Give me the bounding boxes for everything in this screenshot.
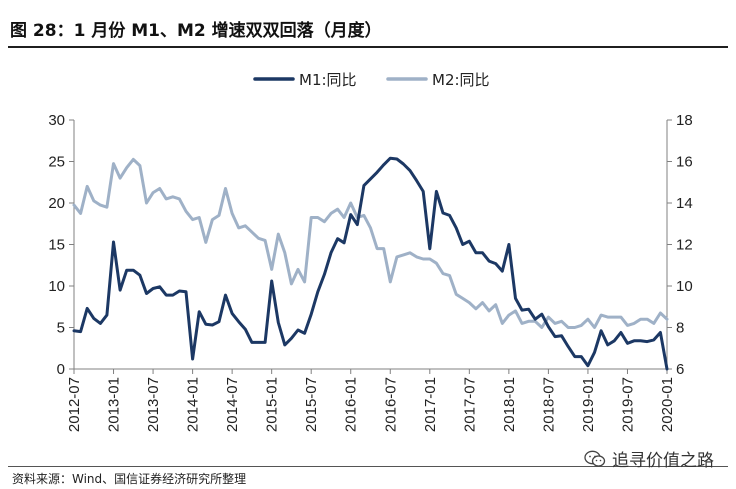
- m2-series-line: [72, 157, 669, 329]
- x-tick-label: 2016-01: [343, 377, 360, 432]
- right-tick-label: 16: [676, 154, 693, 171]
- left-tick-label: 5: [57, 320, 65, 337]
- right-tick-label: 14: [676, 195, 693, 212]
- m1-series-line: [72, 156, 669, 371]
- x-tick-label: 2013-01: [106, 377, 123, 432]
- legend: M1:同比 M2:同比: [253, 71, 490, 89]
- legend-m1-label: M1:同比: [299, 71, 357, 89]
- x-tick-label: 2016-07: [382, 377, 399, 432]
- x-tick-label: 2019-01: [580, 377, 597, 432]
- left-tick-label: 0: [57, 361, 65, 378]
- x-tick-label: 2012-07: [66, 377, 83, 432]
- footer-divider: [8, 466, 728, 467]
- left-tick-label: 30: [48, 112, 65, 129]
- x-tick-label: 2017-01: [422, 377, 439, 432]
- axes: 0 5 10 15 20 25 30 6 8 10 12 14 16 18 2012-07 2013-01 20…: [48, 112, 692, 432]
- header: 图 28：1 月份 M1、M2 增速双双回落（月度）: [0, 0, 736, 44]
- x-tick-label: 2020-01: [659, 377, 676, 432]
- page-title: 图 28：1 月份 M1、M2 增速双双回落（月度）: [10, 21, 382, 41]
- left-tick-label: 15: [48, 237, 65, 254]
- wechat-icon: [584, 450, 606, 467]
- source-note: 资料来源：Wind、国信证券经济研究所整理: [12, 472, 247, 486]
- legend-m2-label: M2:同比: [432, 71, 490, 89]
- right-tick-label: 18: [676, 112, 693, 129]
- x-tick-label: 2015-01: [264, 377, 281, 432]
- left-tick-label: 20: [48, 195, 65, 212]
- watermark: 追寻价值之路: [584, 446, 714, 471]
- x-tick-label: 2015-07: [303, 377, 320, 432]
- left-tick-label: 25: [48, 154, 65, 171]
- x-tick-label: 2014-01: [185, 377, 202, 432]
- x-tick-label: 2014-07: [224, 377, 241, 432]
- right-tick-label: 10: [676, 278, 693, 295]
- x-tick-label: 2018-07: [540, 377, 557, 432]
- left-tick-label: 10: [48, 278, 65, 295]
- right-tick-label: 12: [676, 237, 693, 254]
- right-tick-label: 6: [676, 361, 684, 378]
- series-layer: [72, 156, 669, 371]
- right-tick-label: 8: [676, 320, 684, 337]
- title-divider: [8, 46, 728, 48]
- x-tick-label: 2018-01: [501, 377, 518, 432]
- x-tick-label: 2019-07: [619, 377, 636, 432]
- x-tick-label: 2017-07: [461, 377, 478, 432]
- x-tick-label: 2013-07: [145, 377, 162, 432]
- watermark-text: 追寻价值之路: [612, 451, 714, 471]
